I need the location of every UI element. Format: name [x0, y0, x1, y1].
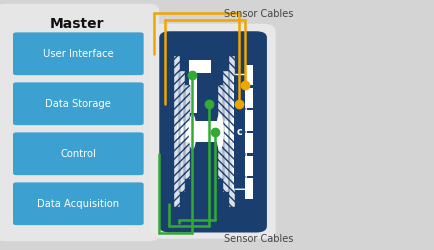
Bar — [229, 56, 234, 208]
Bar — [245, 88, 253, 108]
Text: Master: Master — [49, 17, 104, 31]
Bar — [179, 72, 185, 192]
Text: Sensor Cables: Sensor Cables — [224, 9, 293, 19]
Bar — [245, 156, 253, 176]
Bar — [224, 72, 230, 192]
FancyBboxPatch shape — [0, 4, 159, 241]
Bar — [177, 122, 237, 142]
FancyBboxPatch shape — [233, 74, 246, 189]
Bar — [179, 72, 185, 192]
Text: User Interface: User Interface — [43, 49, 114, 59]
Bar — [184, 85, 190, 179]
Bar — [189, 60, 210, 73]
Bar — [245, 133, 253, 154]
Text: Sensor Cables: Sensor Cables — [224, 234, 293, 244]
FancyBboxPatch shape — [13, 182, 144, 225]
Bar — [245, 178, 253, 199]
FancyBboxPatch shape — [13, 32, 144, 75]
Text: c: c — [237, 127, 243, 137]
FancyBboxPatch shape — [150, 24, 276, 239]
Bar — [189, 60, 197, 113]
FancyBboxPatch shape — [13, 82, 144, 125]
Bar — [245, 65, 253, 86]
Bar — [224, 72, 230, 192]
Text: Control: Control — [60, 149, 96, 159]
Bar — [174, 56, 180, 208]
Bar — [218, 85, 224, 179]
Bar — [184, 85, 190, 179]
Bar — [245, 110, 253, 131]
FancyBboxPatch shape — [13, 132, 144, 175]
Bar — [218, 85, 224, 179]
Ellipse shape — [189, 114, 196, 150]
Bar — [229, 56, 234, 208]
Text: Data Acquisition: Data Acquisition — [37, 199, 119, 209]
Bar — [174, 56, 180, 208]
FancyBboxPatch shape — [159, 31, 267, 232]
Ellipse shape — [216, 114, 224, 150]
Text: Data Storage: Data Storage — [46, 99, 111, 109]
